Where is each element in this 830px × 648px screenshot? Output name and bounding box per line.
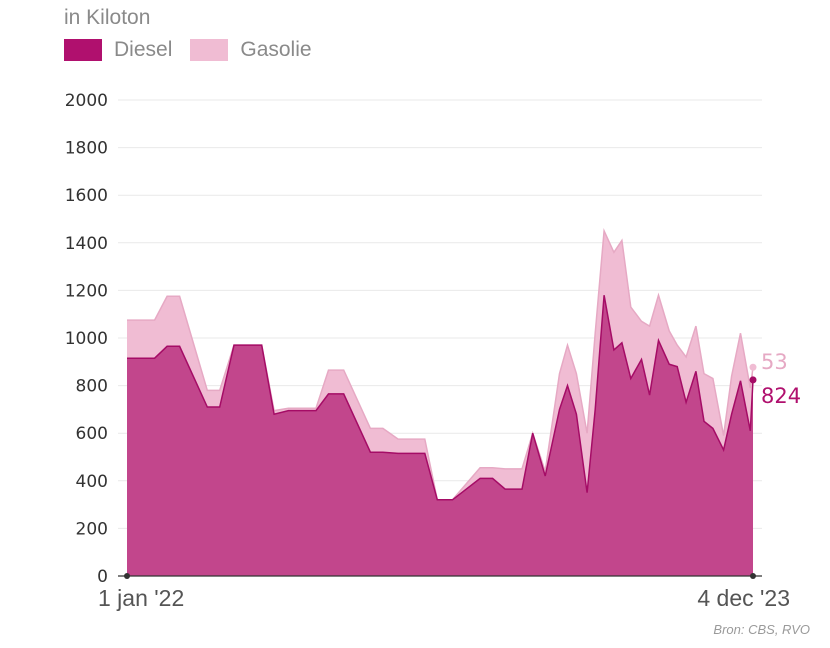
end-marker-diesel (749, 376, 757, 384)
line-diesel (127, 295, 754, 501)
y-tick-label: 0 (97, 567, 108, 587)
legend: Diesel Gasolie (64, 38, 330, 62)
x-tick-dot-end (750, 573, 756, 579)
y-axis: 0 200 400 600 800 1000 1200 1400 1600 1800 2000 (65, 91, 108, 587)
y-tick-label: 1200 (65, 281, 108, 301)
legend-label-diesel: Diesel (114, 38, 173, 61)
x-axis (118, 573, 762, 579)
end-markers (749, 363, 757, 384)
y-tick-label: 1400 (65, 234, 108, 254)
y-tick-label: 600 (76, 424, 108, 444)
x-tick-dot-start (124, 573, 130, 579)
area-series (127, 228, 754, 576)
y-tick-label: 1600 (65, 186, 108, 206)
area-diesel (127, 295, 753, 576)
legend-item-gasolie: Gasolie (190, 38, 312, 62)
y-tick-label: 800 (76, 377, 108, 397)
chart-subtitle: in Kiloton (64, 6, 151, 29)
y-tick-label: 1800 (65, 139, 108, 159)
end-label-gasolie: 53 (761, 350, 788, 374)
end-label-diesel: 824 (761, 384, 801, 408)
x-tick-label-start: 1 jan '22 (98, 585, 184, 611)
y-tick-label: 2000 (65, 91, 108, 111)
source-note: Bron: CBS, RVO (713, 622, 810, 637)
legend-swatch-gasolie (190, 39, 229, 61)
legend-label-gasolie: Gasolie (240, 38, 312, 61)
legend-item-diesel: Diesel (64, 38, 172, 62)
y-tick-label: 1000 (65, 329, 108, 349)
y-tick-label: 400 (76, 472, 108, 492)
y-tick-label: 200 (76, 519, 108, 539)
legend-swatch-diesel (64, 39, 102, 61)
x-tick-label-end: 4 dec '23 (697, 585, 790, 611)
end-marker-gasolie (749, 363, 757, 371)
